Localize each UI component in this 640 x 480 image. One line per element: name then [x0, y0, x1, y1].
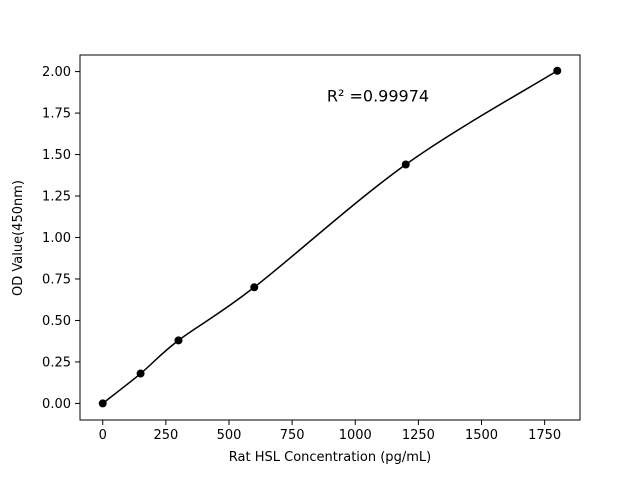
y-tick-label: 1.00	[42, 231, 71, 246]
x-tick-label: 1750	[528, 428, 561, 443]
data-point	[174, 336, 183, 345]
y-tick-label: 0.75	[42, 272, 71, 287]
x-tick-label: 1250	[402, 428, 435, 443]
y-axis-label: OD Value(450nm)	[11, 180, 26, 296]
y-tick-label: 2.00	[42, 65, 71, 80]
y-tick-label: 0.50	[42, 314, 71, 329]
y-tick-label: 1.50	[42, 148, 71, 163]
y-tick-label: 0.25	[42, 355, 71, 370]
data-point	[250, 283, 259, 292]
x-tick-label: 1500	[465, 428, 498, 443]
x-tick-label: 500	[217, 428, 242, 443]
plot-content: 0 250 500 750 1000 1250 1500 1750 0.00 0.25 0.50 0.…	[42, 54, 581, 443]
x-axis-label: Rat HSL Concentration (pg/mL)	[229, 450, 431, 465]
x-tick-label: 1000	[339, 428, 372, 443]
x-tick-label: 250	[153, 428, 178, 443]
r-squared-annotation: R² =0.99974	[327, 86, 429, 105]
x-tick-label: 0	[99, 428, 107, 443]
fit-line	[102, 70, 558, 404]
data-point	[401, 160, 410, 169]
data-point	[136, 369, 145, 378]
data-point	[98, 399, 107, 408]
y-tick-label: 1.25	[42, 190, 71, 205]
data-point	[553, 66, 562, 75]
axes-spines	[79, 54, 581, 421]
y-tick-label: 0.00	[42, 397, 71, 412]
y-tick-label: 1.75	[42, 107, 71, 122]
x-tick-label: 750	[280, 428, 305, 443]
